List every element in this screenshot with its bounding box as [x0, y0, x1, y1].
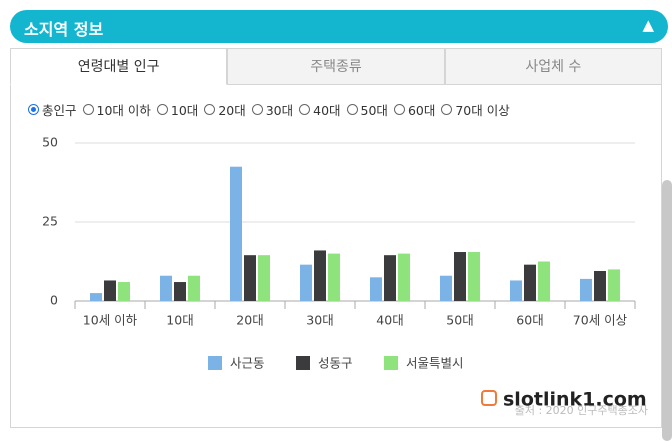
radio-label: 총인구 — [42, 103, 77, 118]
legend-swatch — [296, 356, 310, 370]
bar — [468, 252, 480, 301]
bar — [594, 270, 606, 301]
x-tick-label: 10세 이하 — [83, 313, 138, 328]
bar — [538, 261, 550, 301]
tab[interactable]: 사업체 수 — [444, 48, 662, 85]
x-tick-label: 50대 — [446, 313, 473, 328]
bar — [370, 277, 382, 301]
radio-option[interactable]: 10대 — [156, 100, 199, 119]
bar — [454, 252, 466, 301]
radio-label: 10대 — [170, 103, 199, 118]
section-header[interactable]: 소지역 정보 ▲ — [10, 10, 668, 43]
legend-swatch — [208, 356, 222, 370]
tab[interactable]: 연령대별 인구 — [10, 48, 228, 85]
legend-label: 서울특별시 — [406, 356, 464, 371]
y-tick-label: 25 — [42, 214, 58, 229]
scrollbar[interactable] — [662, 180, 672, 441]
radio-label: 40대 — [313, 103, 341, 118]
radio-label: 20대 — [218, 103, 246, 118]
radio-option[interactable]: 60대 — [393, 100, 436, 119]
bar — [118, 282, 130, 301]
radio-button[interactable] — [441, 104, 453, 115]
x-tick-label: 10대 — [166, 313, 193, 328]
radio-button[interactable] — [156, 104, 168, 115]
bar — [174, 282, 186, 301]
bar — [244, 255, 256, 301]
x-tick-label: 60대 — [516, 313, 543, 328]
radio-group: 총인구 10대 이하 10대 20대 30대 40대 50대 60대 70대 이상 — [28, 100, 510, 119]
collapse-icon[interactable]: ▲ — [642, 16, 654, 34]
tab-bar: 연령대별 인구 주택종류 사업체 수 — [10, 48, 662, 85]
watermark: slotlink1.com — [503, 389, 647, 411]
bar — [384, 255, 396, 301]
section-title: 소지역 정보 — [24, 20, 104, 39]
bar — [104, 280, 116, 301]
radio-button[interactable] — [393, 104, 405, 115]
radio-button[interactable] — [82, 104, 94, 115]
radio-option[interactable]: 20대 — [204, 100, 246, 119]
radio-label: 60대 — [407, 103, 436, 118]
radio-button[interactable] — [299, 104, 311, 115]
x-tick-label: 40대 — [376, 313, 403, 328]
bar — [398, 253, 410, 301]
bar — [160, 275, 172, 301]
bar — [188, 275, 200, 301]
radio-label: 50대 — [360, 103, 388, 118]
watermark-icon — [481, 390, 497, 406]
radio-button[interactable] — [346, 104, 358, 115]
radio-label: 70대 이상 — [455, 103, 510, 118]
radio-button[interactable] — [204, 104, 216, 115]
radio-option[interactable]: 40대 — [299, 100, 341, 119]
y-tick-label: 50 — [42, 135, 58, 150]
bar — [314, 250, 326, 301]
radio-option[interactable]: 50대 — [346, 100, 388, 119]
bar — [328, 253, 340, 301]
radio-button[interactable] — [28, 104, 39, 115]
legend-label: 성동구 — [318, 356, 353, 371]
bar — [300, 264, 312, 301]
bar — [580, 278, 592, 301]
legend-swatch — [384, 356, 398, 370]
radio-option[interactable]: 70대 이상 — [441, 100, 510, 119]
tab[interactable]: 주택종류 — [227, 48, 445, 85]
legend-label: 사근동 — [230, 356, 265, 371]
radio-option[interactable]: 총인구 — [28, 100, 77, 119]
bar — [510, 280, 522, 301]
bar — [440, 275, 452, 301]
radio-label: 10대 이하 — [96, 103, 151, 118]
x-tick-label: 20대 — [236, 313, 263, 328]
source-note: 출처 : 2020 인구주택총조사 — [515, 404, 648, 417]
x-tick-label: 70세 이상 — [573, 313, 628, 328]
bar — [524, 264, 536, 301]
bar — [608, 269, 620, 301]
bar — [90, 293, 102, 301]
bar — [230, 166, 242, 301]
y-tick-label: 0 — [50, 293, 58, 308]
radio-label: 30대 — [265, 103, 294, 118]
radio-option[interactable]: 10대 이하 — [82, 100, 151, 119]
bar — [258, 255, 270, 301]
radio-option[interactable]: 30대 — [251, 100, 294, 119]
x-tick-label: 30대 — [306, 313, 333, 328]
radio-button[interactable] — [251, 104, 263, 115]
